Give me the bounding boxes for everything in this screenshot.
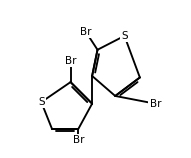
Text: Br: Br [65, 56, 76, 66]
Text: S: S [38, 97, 45, 107]
Text: Br: Br [73, 135, 84, 145]
Text: Br: Br [80, 27, 92, 37]
Text: Br: Br [150, 99, 161, 109]
Text: S: S [121, 31, 128, 41]
